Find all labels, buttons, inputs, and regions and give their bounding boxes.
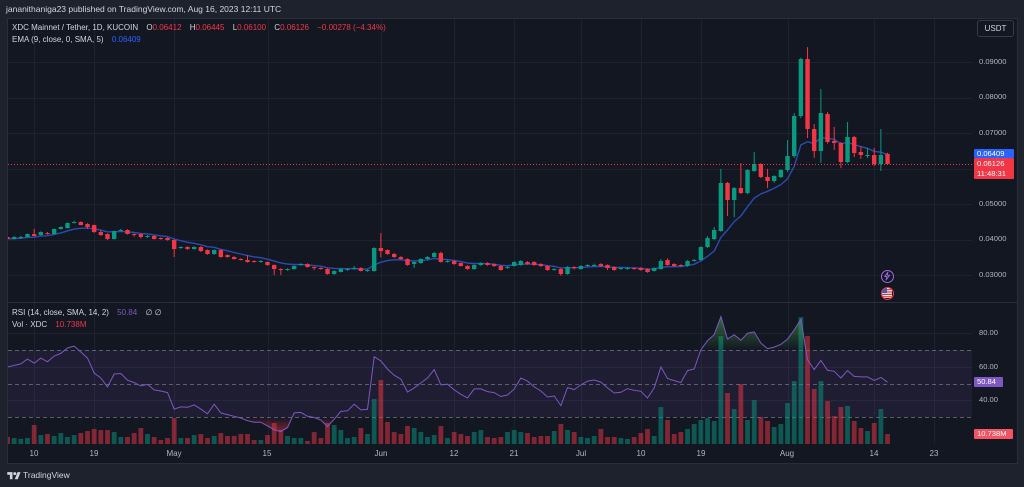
ema-line bbox=[8, 136, 888, 270]
time-tick: 15 bbox=[262, 449, 272, 458]
time-tick: Jul bbox=[575, 449, 587, 458]
price-tick: 0.09000 bbox=[979, 57, 1007, 66]
low-value: 0.06100 bbox=[237, 23, 267, 32]
price-tick: 0.07000 bbox=[979, 128, 1007, 137]
price-tick: 0.05000 bbox=[979, 199, 1007, 208]
lightning-event-icon[interactable] bbox=[881, 270, 894, 283]
time-tick: Jun bbox=[374, 449, 388, 458]
price-change: −0.00278 (−4.34%) bbox=[317, 23, 386, 32]
last-price: 0.06126 bbox=[977, 159, 1005, 168]
rsi-legend: RSI (14, close, SMA, 14, 2) 50.84 ∅ ∅ bbox=[12, 308, 162, 318]
time-tick: 19 bbox=[89, 449, 99, 458]
volume-bars bbox=[8, 317, 890, 444]
volume-title[interactable]: Vol · XDC bbox=[12, 320, 48, 329]
time-tick: May bbox=[166, 449, 182, 458]
price-tick: 0.03000 bbox=[979, 270, 1007, 279]
volume-value: 10.738M bbox=[55, 320, 87, 329]
publish-info: jananithaniga23 published on TradingView… bbox=[6, 4, 282, 14]
price-tick: 0.04000 bbox=[979, 234, 1007, 243]
time-tick: 19 bbox=[696, 449, 706, 458]
rsi-value: 50.84 bbox=[117, 308, 138, 317]
rsi-title[interactable]: RSI (14, close, SMA, 14, 2) bbox=[12, 308, 109, 317]
tradingview-brand[interactable]: TradingView bbox=[23, 470, 70, 480]
price-pane bbox=[8, 47, 890, 276]
symbol-title[interactable]: XDC Mainnet / Tether, 1D, KUCOIN bbox=[12, 23, 139, 32]
high-label: H bbox=[189, 23, 196, 32]
bar-countdown: 11:48:31 bbox=[977, 169, 1006, 178]
time-tick: 10 bbox=[29, 449, 39, 458]
lightning-icon bbox=[884, 271, 891, 281]
candles bbox=[8, 47, 890, 276]
us-flag-event-icon[interactable] bbox=[881, 287, 894, 300]
currency-selector[interactable]: USDT bbox=[977, 20, 1014, 37]
tradingview-logo-icon bbox=[7, 472, 21, 480]
ema-price-badge: 0.06409 bbox=[974, 149, 1014, 158]
low-label: L bbox=[232, 23, 238, 32]
price-tick: 0.08000 bbox=[979, 92, 1007, 101]
ema-title[interactable]: EMA (9, close, 0, SMA, 5) bbox=[12, 35, 104, 44]
open-label: O bbox=[146, 23, 153, 32]
last-price-badge: 0.06126 11:48:31 bbox=[974, 158, 1014, 179]
rsi-line bbox=[8, 315, 888, 433]
time-tick: 23 bbox=[929, 449, 939, 458]
rsi-tick: 80.00 bbox=[979, 328, 999, 337]
time-tick: Aug bbox=[779, 449, 795, 458]
time-tick: 12 bbox=[449, 449, 459, 458]
symbol-legend: XDC Mainnet / Tether, 1D, KUCOIN O0.0641… bbox=[12, 23, 386, 33]
time-tick: 14 bbox=[869, 449, 879, 458]
volume-badge: 10.738M bbox=[974, 429, 1013, 439]
rsi-tick: 60.00 bbox=[979, 362, 999, 371]
rsi-na-values: ∅ ∅ bbox=[145, 308, 162, 317]
rsi-pane bbox=[8, 315, 972, 444]
volume-legend: Vol · XDC 10.738M bbox=[12, 320, 87, 330]
ema-value: 0.06409 bbox=[111, 35, 141, 44]
close-value: 0.06126 bbox=[280, 23, 309, 32]
rsi-tick: 40.00 bbox=[979, 395, 999, 404]
time-tick: 10 bbox=[636, 449, 646, 458]
open-value: 0.06412 bbox=[152, 23, 182, 32]
rsi-badge: 50.84 bbox=[974, 377, 1003, 387]
time-tick: 21 bbox=[509, 449, 519, 458]
ema-legend: EMA (9, close, 0, SMA, 5) 0.06409 bbox=[12, 35, 141, 45]
high-value: 0.06445 bbox=[195, 23, 225, 32]
us-flag-icon bbox=[882, 288, 892, 298]
close-label: C bbox=[274, 23, 281, 32]
